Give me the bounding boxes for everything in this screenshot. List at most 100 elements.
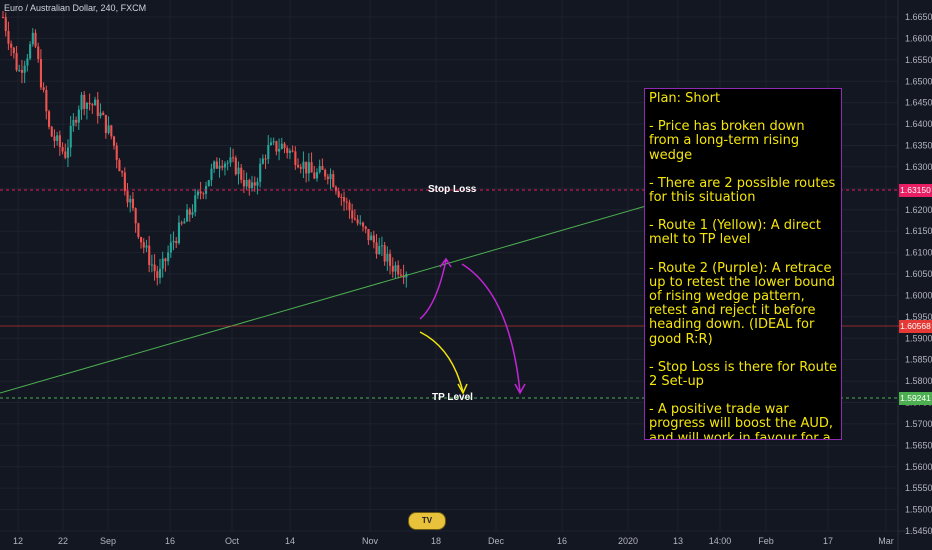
trade-plan-note[interactable]: Plan: Short - Price has broken down from… [644,88,842,440]
candle-body [104,114,107,134]
route2-up-arrow-head [439,257,452,268]
candle-body [75,119,78,123]
candle-body [77,109,80,123]
time-axis[interactable]: 12 22 Sep 16 Oct 14 Nov 18 Dec 16 2020 13 14:00 Feb 17… [13,536,894,546]
candle-body [126,191,129,203]
candle-body [215,161,218,169]
candle-body [321,166,324,170]
route2-down-arrow-head [514,383,526,395]
candle-body [96,99,99,117]
candle-body [234,157,237,175]
candle-body [310,162,313,173]
candle-body [102,112,105,115]
y-tick-label: 1.65000 [905,76,932,86]
candle-body [99,112,102,117]
candle-body [140,237,143,243]
route2-up-arrow[interactable] [419,259,447,320]
candle-body [291,150,294,152]
rising-wedge-lower-trendline[interactable] [0,205,647,394]
route1-arrow[interactable] [419,331,464,393]
candle-body [83,94,86,109]
plan-line: - Price has broken down from a long-term… [649,119,805,163]
candle-body [367,229,370,241]
price-axis[interactable]: 1.66500 1.66000 1.65500 1.65000 1.64500 1.640… [905,12,932,536]
x-tick-label: Oct [225,536,240,546]
plan-line: - Route 2 (Purple): A retrace up to rete… [649,260,836,347]
y-tick-label: 1.56500 [905,440,932,450]
candle-body [23,65,26,73]
y-tick-label: 1.60000 [905,290,932,300]
plan-line: Plan: Short [649,91,721,106]
candle-body [218,165,221,169]
candle-body [15,53,18,71]
x-tick-label: 16 [557,536,567,546]
candle-body [58,135,61,147]
candle-body [196,191,199,196]
candle-body [389,253,392,266]
tp-price-tag: 1.59241 [899,392,932,405]
x-tick-label: Sep [100,536,116,546]
candle-body [80,94,83,110]
candle-body [88,102,91,105]
candle-body [210,168,213,181]
candle-body [326,176,329,180]
y-tick-label: 1.66000 [905,33,932,43]
candle-body [318,166,321,173]
candle-body [240,167,243,180]
candle-body [315,172,319,179]
candle-body [199,191,202,194]
candle-body [397,265,400,275]
candle-body [391,265,394,272]
candle-body [275,141,278,152]
y-tick-label: 1.61500 [905,226,932,236]
candle-body [37,46,40,60]
candle-body [345,201,348,203]
candle-body [364,226,367,230]
candle-body [348,202,351,211]
x-tick-label: 14 [285,536,295,546]
candle-body [64,151,67,158]
x-tick-label: 14:00 [709,536,732,546]
candle-body [370,235,373,241]
candle-body [186,209,189,222]
candle-body [150,264,153,266]
candle-body [91,104,94,106]
candle-body [145,245,148,248]
candle-body [340,196,343,198]
candle-body [372,235,375,243]
candle-body [378,246,381,255]
candle-body [66,147,70,158]
chart-title: Euro / Australian Dollar, 240, FXCM [4,3,147,13]
candle-body [229,157,232,163]
y-tick-label: 1.61000 [905,248,932,258]
tradingview-logo[interactable]: TV [408,512,446,530]
tp-level-label: TP Level [432,392,473,403]
candle-body [50,126,53,137]
candle-body [299,167,302,169]
candle-body [34,32,37,47]
candle-body [56,135,59,141]
candle-body [156,271,159,278]
y-tick-label: 1.64000 [905,119,932,129]
y-tick-label: 1.63000 [905,162,932,172]
candle-body [112,136,116,146]
candle-body [261,158,264,164]
y-tick-label: 1.58000 [905,376,932,386]
candle-body [269,142,273,146]
y-tick-label: 1.60500 [905,269,932,279]
candle-body [53,136,56,141]
candle-body [329,174,332,180]
candle-body [248,180,251,189]
candle-body [337,191,340,197]
candle-body [226,162,229,164]
x-tick-label: 13 [673,536,683,546]
candle-body [359,222,362,224]
candle-body [172,240,175,243]
candle-body [7,31,10,44]
candle-body [353,218,356,220]
route2-down-arrow[interactable] [461,263,521,393]
candlestick-series [2,10,408,288]
candle-body [153,264,156,272]
candle-body [194,195,197,213]
candle-body [39,59,42,88]
